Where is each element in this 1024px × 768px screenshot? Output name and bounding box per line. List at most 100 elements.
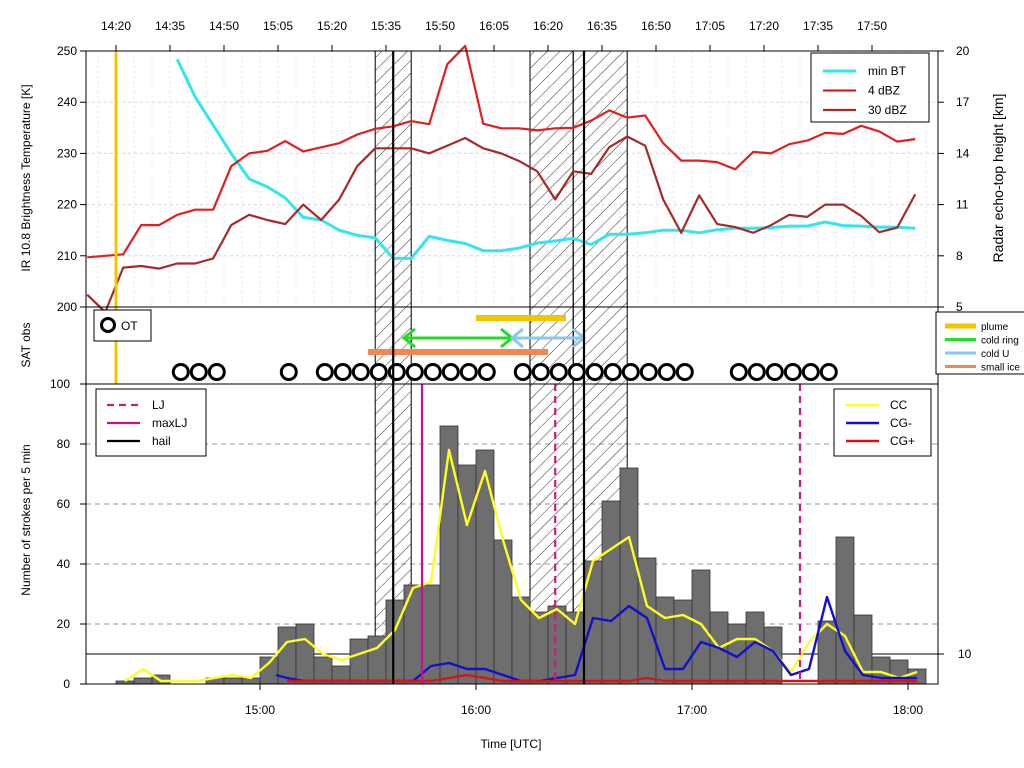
top-tick-label: 17:20 xyxy=(749,19,779,33)
span-cold-U-arrow-left xyxy=(509,327,524,349)
top-tick-label: 14:50 xyxy=(209,19,239,33)
legend-ot-label: OT xyxy=(121,319,138,333)
legend-strokes-label: CG- xyxy=(890,416,912,430)
right-tick-label: 5 xyxy=(956,300,963,314)
top-tick-label: 17:05 xyxy=(695,19,725,33)
legend-top: min BT 4 dBZ 30 dBZ xyxy=(810,52,930,123)
bottom-tick-label: 17:00 xyxy=(677,703,707,717)
right-tick-label: 14 xyxy=(956,146,970,160)
top-tick-label: 16:50 xyxy=(641,19,671,33)
bar xyxy=(763,626,783,685)
top-tick-label: 14:35 xyxy=(155,19,185,33)
top-tick-label: 16:35 xyxy=(587,19,617,33)
legend-strokes: CC CG- CG+ xyxy=(833,388,932,457)
bar xyxy=(295,623,315,685)
top-tick-label: 15:05 xyxy=(263,19,293,33)
right-tick-label: 20 xyxy=(956,44,970,58)
bar xyxy=(601,500,621,685)
legend-label: 30 dBZ xyxy=(868,103,907,117)
right-tick-label: 17 xyxy=(956,95,970,109)
bar xyxy=(511,596,531,685)
bar xyxy=(421,584,441,685)
ot-marker xyxy=(675,363,694,381)
ot-marker xyxy=(747,363,766,381)
legend-sat-label: cold ring xyxy=(981,336,1019,347)
ot-marker xyxy=(459,363,478,381)
ot-marker xyxy=(801,363,820,381)
ot-marker xyxy=(783,363,802,381)
legend-label: min BT xyxy=(868,64,907,78)
ot-marker xyxy=(819,363,838,381)
legend-sat-label: cold U xyxy=(981,349,1009,360)
top-tick-label: 17:50 xyxy=(857,19,887,33)
legend-sat-label: small ice xyxy=(981,363,1020,374)
ot-marker xyxy=(315,363,334,381)
series-min-bt-line xyxy=(175,58,916,260)
ot-marker xyxy=(333,363,352,381)
bottom-left-tick-label: 0 xyxy=(63,677,70,691)
bar xyxy=(475,449,495,685)
ot-marker xyxy=(405,363,424,381)
ot-marker xyxy=(657,363,676,381)
ot-marker xyxy=(171,363,190,381)
ot-marker xyxy=(621,363,640,381)
x-axis-label: Time [UTC] xyxy=(481,737,542,751)
bar xyxy=(349,638,369,685)
top-tick-label: 15:20 xyxy=(317,19,347,33)
ot-marker xyxy=(441,363,460,381)
ot-marker xyxy=(477,363,496,381)
left-tick-label: 210 xyxy=(57,249,77,263)
ot-marker xyxy=(351,363,370,381)
left-tick-label: 200 xyxy=(57,300,77,314)
top-tick-label: 16:20 xyxy=(533,19,563,33)
ot-marker xyxy=(729,363,748,381)
top-tick-label: 17:35 xyxy=(803,19,833,33)
bottom-axis-title: Number of strokes per 5 min xyxy=(19,444,33,595)
ot-marker xyxy=(585,363,604,381)
right-tick-label: 11 xyxy=(956,198,969,212)
bar xyxy=(223,677,243,685)
ot-marker xyxy=(207,363,226,381)
top-tick-label: 15:50 xyxy=(425,19,455,33)
ot-marker xyxy=(189,363,208,381)
left-tick-label: 220 xyxy=(57,198,77,212)
top-right-axis-title: Radar echo-top height [km] xyxy=(990,94,1006,263)
ot-marker xyxy=(423,363,442,381)
legend-strokes-label: CC xyxy=(890,398,908,412)
left-tick-label: 250 xyxy=(57,44,77,58)
series-30dbz-line xyxy=(86,135,917,314)
legend-label: 4 dBZ xyxy=(868,84,900,98)
bar xyxy=(547,605,567,685)
right-tick-label: 8 xyxy=(956,249,963,263)
legend-lj-label: hail xyxy=(152,434,171,448)
bottom-left-tick-label: 20 xyxy=(57,617,71,631)
ot-marker xyxy=(369,363,388,381)
top-tick-label: 16:05 xyxy=(479,19,509,33)
ot-marker xyxy=(549,363,568,381)
bottom-left-tick-label: 100 xyxy=(50,377,70,391)
bottom-left-tick-label: 40 xyxy=(57,557,71,571)
legend-sat: plume cold ring cold U small ice xyxy=(935,311,1024,375)
bottom-left-tick-label: 60 xyxy=(57,497,71,511)
ot-marker xyxy=(513,363,532,381)
ot-marker xyxy=(279,363,298,381)
bar xyxy=(655,596,675,685)
bar xyxy=(673,599,693,685)
legend-ot: OT xyxy=(93,309,152,342)
left-tick-label: 240 xyxy=(57,95,77,109)
top-left-axis-title: IR 10.8 Brightness Temperature [K] xyxy=(19,84,33,271)
span-cold-ring-arrow-left xyxy=(401,327,416,349)
bottom-tick-label: 18:00 xyxy=(893,703,923,717)
legend-lj-label: LJ xyxy=(152,398,165,412)
series-4dbz-line xyxy=(87,44,916,259)
legend-lj: LJ maxLJ hail xyxy=(95,388,207,457)
bar xyxy=(259,656,279,685)
bottom-right-tick-label: 10 xyxy=(958,647,972,661)
bar xyxy=(439,425,459,685)
top-tick-label: 14:20 xyxy=(101,19,131,33)
series-cg-plus-line xyxy=(287,673,917,683)
legend-lj-label: maxLJ xyxy=(152,416,187,430)
bar xyxy=(619,467,639,685)
bottom-tick-label: 15:00 xyxy=(245,703,275,717)
